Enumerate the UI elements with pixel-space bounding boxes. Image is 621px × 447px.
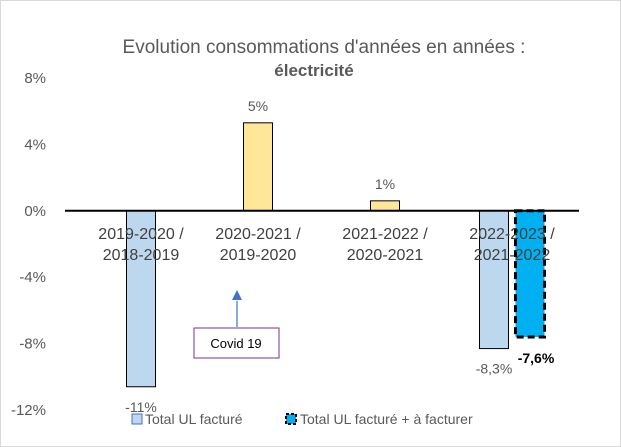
- legend-label-total-ul-facture: Total UL facturé: [145, 411, 243, 427]
- legend-swatch-total-ul-a-facturer: [285, 413, 297, 425]
- y-tick-label: -4%: [19, 269, 46, 286]
- y-tick-label: 0%: [24, 203, 46, 220]
- bar-total-ul-a-facturer: [514, 209, 546, 339]
- chart-title: Evolution consommations d'années en anné…: [123, 37, 526, 58]
- y-tick-label: 4%: [24, 136, 46, 153]
- data-labels: -11% 5% 1% -8,3% -7,6%: [125, 98, 555, 415]
- data-label-bold: -7,6%: [518, 350, 555, 366]
- bar-total-ul-facture: [243, 122, 273, 212]
- data-label: -8,3%: [476, 361, 513, 377]
- chart-subtitle: électricité: [274, 61, 353, 80]
- annotation-arrow-head: [232, 290, 242, 300]
- bar-total-ul-facture: [126, 210, 156, 388]
- category-label: 2021-2022 /2020-2021: [342, 226, 428, 264]
- legend-swatch-total-ul-facture: [131, 413, 143, 425]
- y-tick-label: -8%: [19, 336, 46, 353]
- bar-total-ul-facture: [479, 210, 509, 350]
- legend: Total UL facturé Total UL facturé + à fa…: [131, 411, 473, 427]
- bar-total-ul-facture: [370, 200, 400, 212]
- legend-label-total-ul-a-facturer: Total UL facturé + à facturer: [300, 411, 473, 427]
- data-label: 1%: [375, 176, 395, 192]
- bars: [126, 122, 546, 388]
- category-labels: 2019-2020 /2018-2019 2020-2021 /2019-2020…: [98, 226, 555, 264]
- data-label: -11%: [125, 399, 157, 415]
- data-label: 5%: [248, 98, 268, 114]
- annotation-box: [193, 327, 280, 359]
- category-label: 2022-2023 /2021-2022: [469, 226, 555, 264]
- category-label: 2019-2020 /2018-2019: [98, 226, 184, 264]
- category-label: 2020-2021 /2019-2020: [215, 226, 301, 264]
- y-tick-label: 8%: [24, 70, 46, 87]
- annotation-text: Covid 19: [210, 336, 261, 351]
- covid-annotation: Covid 19: [193, 290, 280, 359]
- y-tick-label: -12%: [11, 402, 46, 419]
- y-axis-ticks: 8% 4% 0% -4% -8% -12%: [11, 70, 46, 419]
